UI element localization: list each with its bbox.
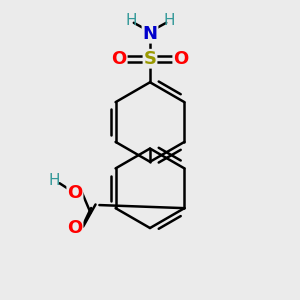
- Text: S: S: [143, 50, 157, 68]
- Text: H: H: [164, 13, 175, 28]
- Text: O: O: [173, 50, 188, 68]
- Text: H: H: [49, 173, 60, 188]
- Text: O: O: [67, 219, 83, 237]
- Text: O: O: [112, 50, 127, 68]
- Text: O: O: [67, 184, 83, 202]
- Text: N: N: [142, 25, 158, 43]
- Text: H: H: [125, 13, 136, 28]
